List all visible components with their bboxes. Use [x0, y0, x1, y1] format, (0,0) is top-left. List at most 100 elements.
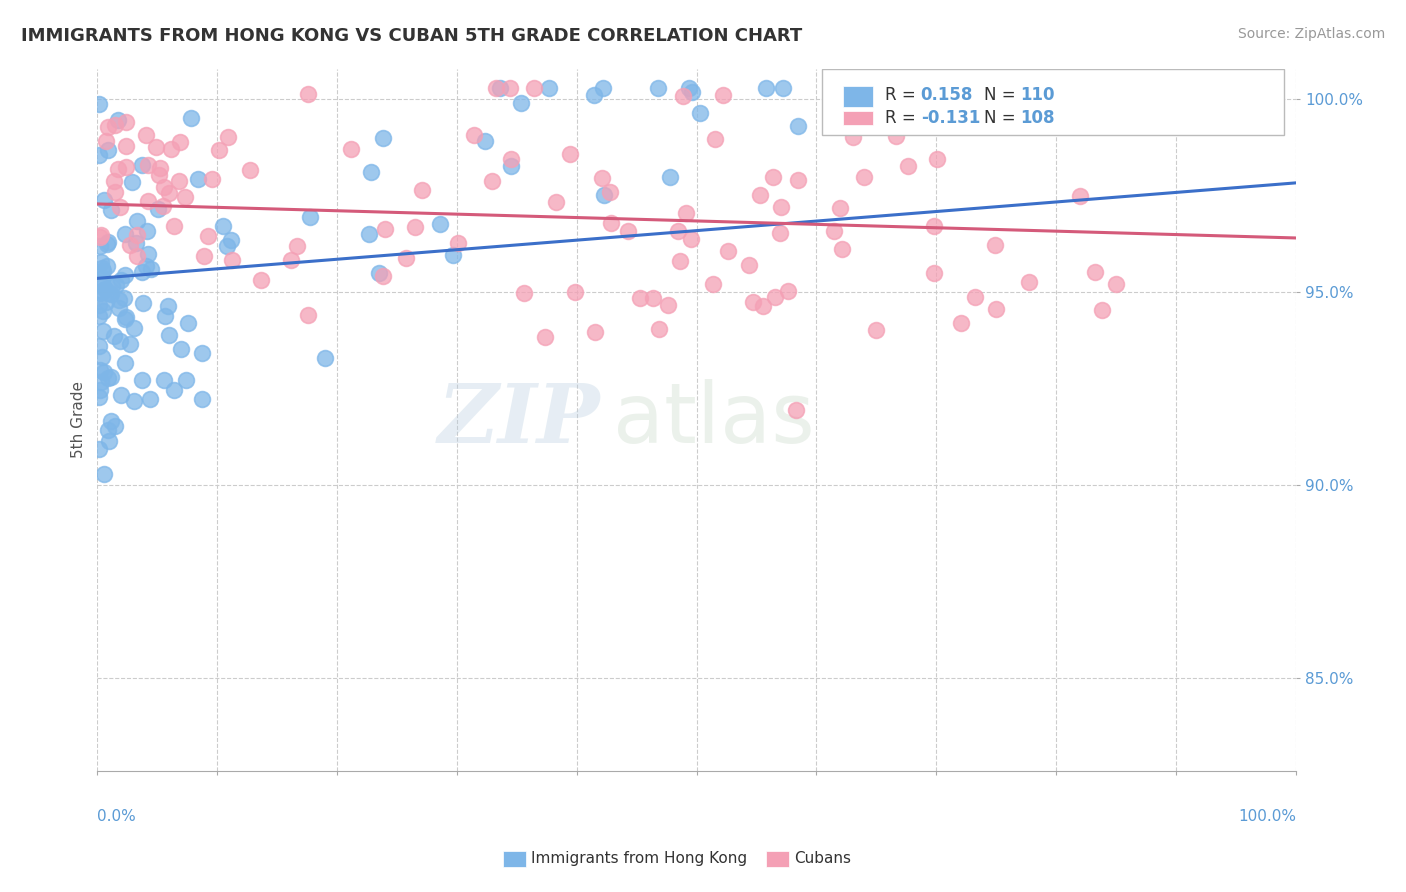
- Point: [170, 342, 193, 356]
- Point: [212, 219, 235, 233]
- Text: N =: N =: [984, 87, 1021, 104]
- Point: [395, 251, 418, 265]
- Point: [1091, 303, 1114, 318]
- Point: [108, 293, 131, 307]
- FancyBboxPatch shape: [823, 69, 1284, 136]
- Point: [447, 236, 470, 251]
- Point: [689, 106, 711, 120]
- Point: [153, 179, 176, 194]
- Point: [121, 175, 143, 189]
- Point: [776, 284, 799, 298]
- Point: [139, 261, 162, 276]
- Text: R =: R =: [884, 87, 921, 104]
- FancyBboxPatch shape: [842, 86, 873, 107]
- Text: 100.0%: 100.0%: [1237, 809, 1296, 824]
- Point: [115, 138, 138, 153]
- Y-axis label: 5th Grade: 5th Grade: [72, 381, 86, 458]
- Point: [582, 87, 605, 102]
- Point: [104, 118, 127, 132]
- Text: ZIP: ZIP: [439, 380, 600, 459]
- Point: [772, 80, 794, 95]
- Text: 0.158: 0.158: [921, 87, 973, 104]
- Point: [93, 264, 115, 278]
- Point: [122, 320, 145, 334]
- Point: [239, 163, 262, 178]
- Point: [131, 373, 153, 387]
- Point: [122, 394, 145, 409]
- Point: [749, 188, 772, 202]
- Point: [98, 286, 121, 301]
- Point: [583, 325, 606, 339]
- Text: IMMIGRANTS FROM HONG KONG VS CUBAN 5TH GRADE CORRELATION CHART: IMMIGRANTS FROM HONG KONG VS CUBAN 5TH G…: [21, 27, 803, 45]
- Point: [135, 128, 157, 142]
- Point: [537, 80, 560, 95]
- Point: [474, 134, 496, 148]
- Point: [704, 132, 727, 146]
- Point: [785, 403, 807, 417]
- Point: [148, 168, 170, 182]
- Point: [110, 200, 132, 214]
- Point: [742, 294, 765, 309]
- Point: [136, 194, 159, 209]
- Point: [97, 235, 120, 250]
- Point: [132, 295, 155, 310]
- Point: [217, 129, 239, 144]
- Point: [104, 277, 127, 292]
- Point: [153, 309, 176, 323]
- Point: [983, 238, 1005, 252]
- Point: [89, 297, 111, 311]
- Point: [108, 301, 131, 315]
- Point: [87, 442, 110, 457]
- Point: [963, 290, 986, 304]
- Point: [174, 190, 197, 204]
- Point: [97, 434, 120, 448]
- Point: [90, 284, 112, 298]
- Point: [89, 309, 111, 323]
- Point: [131, 265, 153, 279]
- Point: [360, 165, 382, 179]
- Point: [90, 375, 112, 389]
- Point: [136, 158, 159, 172]
- Text: R =: R =: [884, 109, 921, 127]
- Point: [93, 365, 115, 379]
- Point: [404, 220, 426, 235]
- Point: [769, 227, 792, 241]
- Point: [681, 85, 703, 99]
- Point: [599, 186, 621, 200]
- Point: [485, 80, 508, 95]
- Point: [115, 161, 138, 175]
- Point: [107, 161, 129, 176]
- Point: [592, 188, 614, 202]
- Point: [152, 199, 174, 213]
- Point: [146, 202, 169, 216]
- Point: [100, 414, 122, 428]
- Point: [89, 230, 111, 244]
- Point: [97, 370, 120, 384]
- Point: [755, 80, 778, 95]
- Point: [925, 152, 948, 166]
- Point: [217, 238, 239, 252]
- Point: [1105, 277, 1128, 291]
- Point: [89, 286, 111, 301]
- Point: [103, 185, 125, 199]
- Point: [112, 292, 135, 306]
- Point: [107, 112, 129, 127]
- Point: [90, 255, 112, 269]
- Point: [510, 96, 533, 111]
- Point: [114, 227, 136, 242]
- Text: 108: 108: [1021, 109, 1054, 127]
- Point: [94, 134, 117, 148]
- Point: [762, 169, 785, 184]
- Point: [89, 363, 111, 377]
- Point: [297, 87, 319, 102]
- Point: [831, 242, 853, 256]
- Point: [149, 161, 172, 175]
- Point: [897, 159, 920, 173]
- Point: [297, 308, 319, 322]
- Point: [191, 345, 214, 359]
- Point: [139, 392, 162, 406]
- Point: [489, 80, 512, 95]
- Point: [702, 277, 724, 291]
- Point: [463, 128, 485, 142]
- Point: [865, 323, 887, 337]
